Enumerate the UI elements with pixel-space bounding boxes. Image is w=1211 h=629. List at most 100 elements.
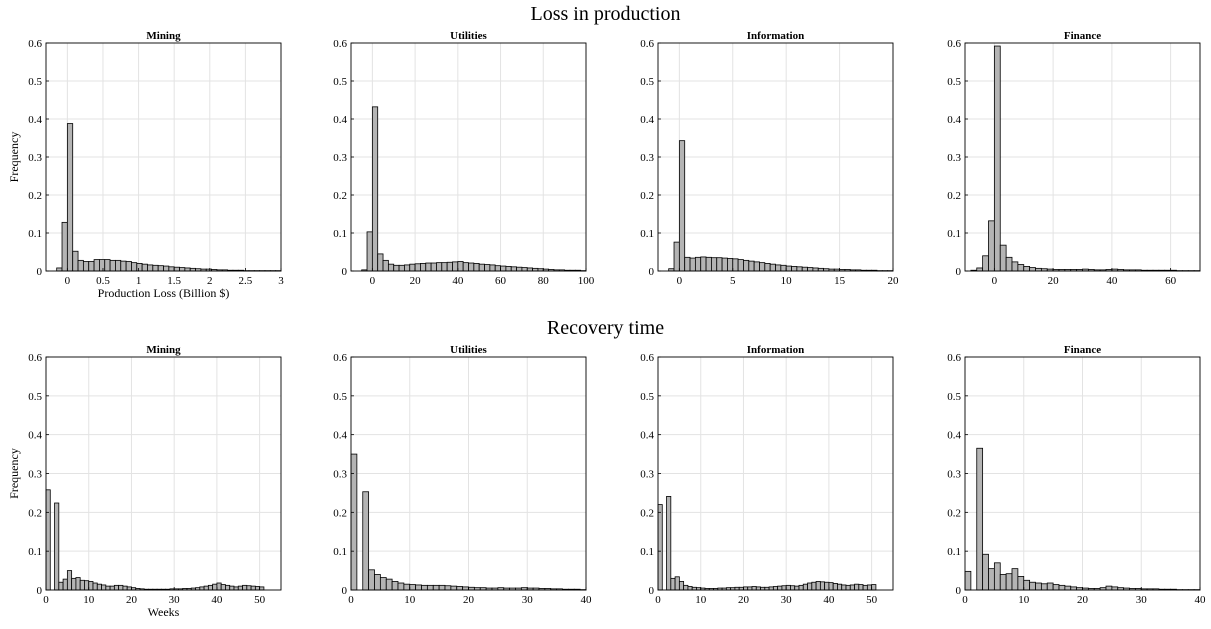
histogram-bar — [404, 264, 411, 272]
y-axis-label: Frequency — [7, 448, 21, 499]
histogram-bar — [657, 504, 663, 591]
y-tick-label: 0.1 — [640, 546, 654, 558]
y-tick-label: 0.4 — [333, 430, 347, 442]
y-tick-label: 0.1 — [333, 228, 347, 240]
histogram-bar — [414, 263, 421, 272]
y-tick-label: 0.4 — [640, 114, 654, 126]
histogram-bar — [716, 257, 723, 272]
histogram-bar — [436, 262, 443, 272]
y-tick-label: 0 — [956, 585, 962, 597]
x-tick-label: 40 — [1106, 275, 1118, 287]
histogram-bar — [131, 262, 138, 272]
histogram-bar — [409, 584, 417, 591]
histogram-bar — [54, 502, 60, 591]
histogram-bar — [854, 583, 860, 591]
histogram-bar — [845, 584, 851, 591]
histogram-bar — [721, 257, 728, 272]
histogram-bar — [866, 584, 873, 591]
histogram-bar — [120, 260, 127, 272]
histogram-title: Finance — [1064, 344, 1101, 356]
x-tick-label: 20 — [410, 275, 422, 287]
histogram-bar — [122, 585, 128, 591]
histogram-bar — [988, 220, 995, 272]
x-tick-label: 15 — [834, 275, 846, 287]
histogram-bar — [727, 258, 734, 272]
y-tick-label: 0.5 — [28, 391, 42, 403]
histogram-bar — [82, 261, 90, 272]
histogram-bar — [1064, 585, 1072, 591]
histogram-bar — [858, 584, 864, 591]
y-tick-label: 0.5 — [640, 391, 654, 403]
histogram-bar — [781, 585, 787, 591]
histogram-bar — [689, 257, 696, 272]
histogram-bar — [1111, 586, 1119, 591]
x-tick-label: 20 — [1077, 594, 1089, 606]
y-tick-label: 0.2 — [333, 507, 347, 519]
histogram-bar — [747, 586, 753, 591]
histogram-bar — [99, 259, 106, 272]
histogram-bar — [478, 263, 485, 272]
histogram-bar — [391, 581, 399, 591]
y-tick-label: 0.5 — [947, 391, 961, 403]
x-tick-label: 20 — [738, 594, 750, 606]
histogram-bar — [1029, 267, 1036, 272]
histogram-bar — [976, 267, 984, 272]
histogram-bar — [468, 262, 475, 272]
histogram-bar — [500, 265, 507, 272]
histogram-bar — [152, 264, 159, 272]
histogram-bar — [79, 579, 85, 591]
histogram-bar — [398, 264, 405, 272]
histogram-bar — [1011, 261, 1019, 272]
histogram-bar — [802, 583, 808, 591]
histogram-title: Mining — [146, 344, 181, 356]
row-title-recovery-time: Recovery time — [546, 317, 665, 339]
histogram-bar — [737, 259, 744, 272]
histogram-bar — [871, 584, 877, 591]
x-tick-label: 1.5 — [167, 275, 181, 287]
histogram-bar — [489, 264, 496, 272]
histogram-bar — [101, 584, 107, 591]
y-tick-label: 0.6 — [333, 352, 347, 364]
histogram-bar — [824, 581, 830, 591]
histogram-bar — [748, 260, 755, 272]
histogram-bar — [225, 584, 231, 591]
histogram-bar — [678, 581, 685, 591]
y-tick-label: 0.2 — [947, 507, 961, 519]
x-tick-label: 5 — [730, 275, 736, 287]
histogram-bar — [743, 586, 749, 591]
x-tick-label: 20 — [463, 594, 475, 606]
histogram-bar — [999, 574, 1007, 591]
y-tick-label: 0.5 — [333, 76, 347, 88]
histogram-title: Mining — [146, 30, 181, 42]
histogram-bar — [382, 259, 389, 272]
histogram-bar — [484, 264, 491, 272]
x-tick-label: 10 — [1018, 594, 1030, 606]
histogram-bar — [163, 265, 170, 272]
histogram-bar — [999, 244, 1007, 272]
x-tick-label: 10 — [83, 594, 95, 606]
histogram-bar — [115, 259, 122, 272]
histogram-bar — [798, 584, 804, 591]
x-tick-label: 10 — [781, 275, 793, 287]
histogram-bar — [666, 496, 672, 591]
y-tick-label: 0.5 — [333, 391, 347, 403]
histogram-bar — [426, 584, 434, 591]
y-tick-label: 0.3 — [947, 152, 961, 164]
histogram-7: 0 10 20 30 40 0 0.1 0.2 0.3 0.4 0.5 0.6 Finance — [947, 344, 1206, 606]
histogram-bar — [118, 584, 124, 591]
x-tick-label: 30 — [781, 594, 793, 606]
histogram-bar — [88, 261, 95, 272]
x-tick-label: 40 — [452, 275, 464, 287]
x-tick-label: 2.5 — [239, 275, 253, 287]
histogram-bar — [687, 586, 693, 591]
histogram-bar — [1017, 264, 1025, 272]
histogram-bar — [796, 266, 803, 272]
histogram-bar — [811, 581, 817, 591]
histogram-bar — [450, 585, 458, 591]
histogram-bar — [791, 266, 798, 272]
histogram-bar — [683, 584, 689, 591]
histogram-bar — [673, 241, 680, 272]
histogram-bar — [385, 578, 393, 591]
y-tick-label: 0.6 — [28, 352, 42, 364]
